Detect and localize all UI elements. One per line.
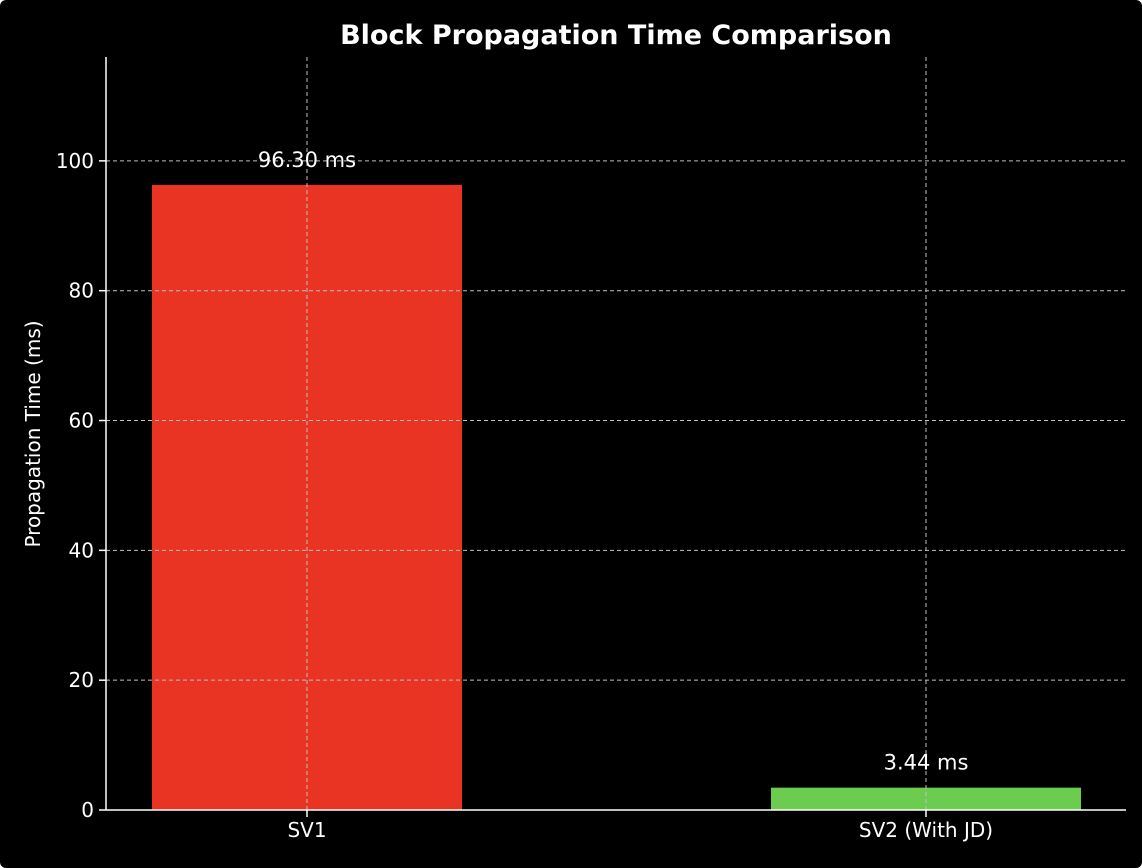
y-tick-label: 40 [69, 538, 94, 562]
bar-2 [771, 787, 1081, 810]
y-tick-label: 60 [69, 409, 94, 433]
y-tick-label: 20 [69, 668, 94, 692]
x-tick-label: SV2 (With JD) [859, 818, 993, 842]
bar-value-label: 96.30 ms [258, 148, 356, 172]
bar-value-label: 3.44 ms [884, 751, 969, 775]
chart-title: Block Propagation Time Comparison [340, 20, 892, 51]
y-tick-label: 80 [69, 279, 94, 303]
y-axis-label: Propagation Time (ms) [21, 320, 45, 547]
y-tick-label: 0 [81, 798, 94, 822]
y-tick-label: 100 [56, 149, 94, 173]
x-tick-label: SV1 [287, 818, 326, 842]
plot-area: 0 20 40 60 80 100 SV1 SV2 (With JD) 96.30 ms 3.44… [56, 57, 1126, 842]
